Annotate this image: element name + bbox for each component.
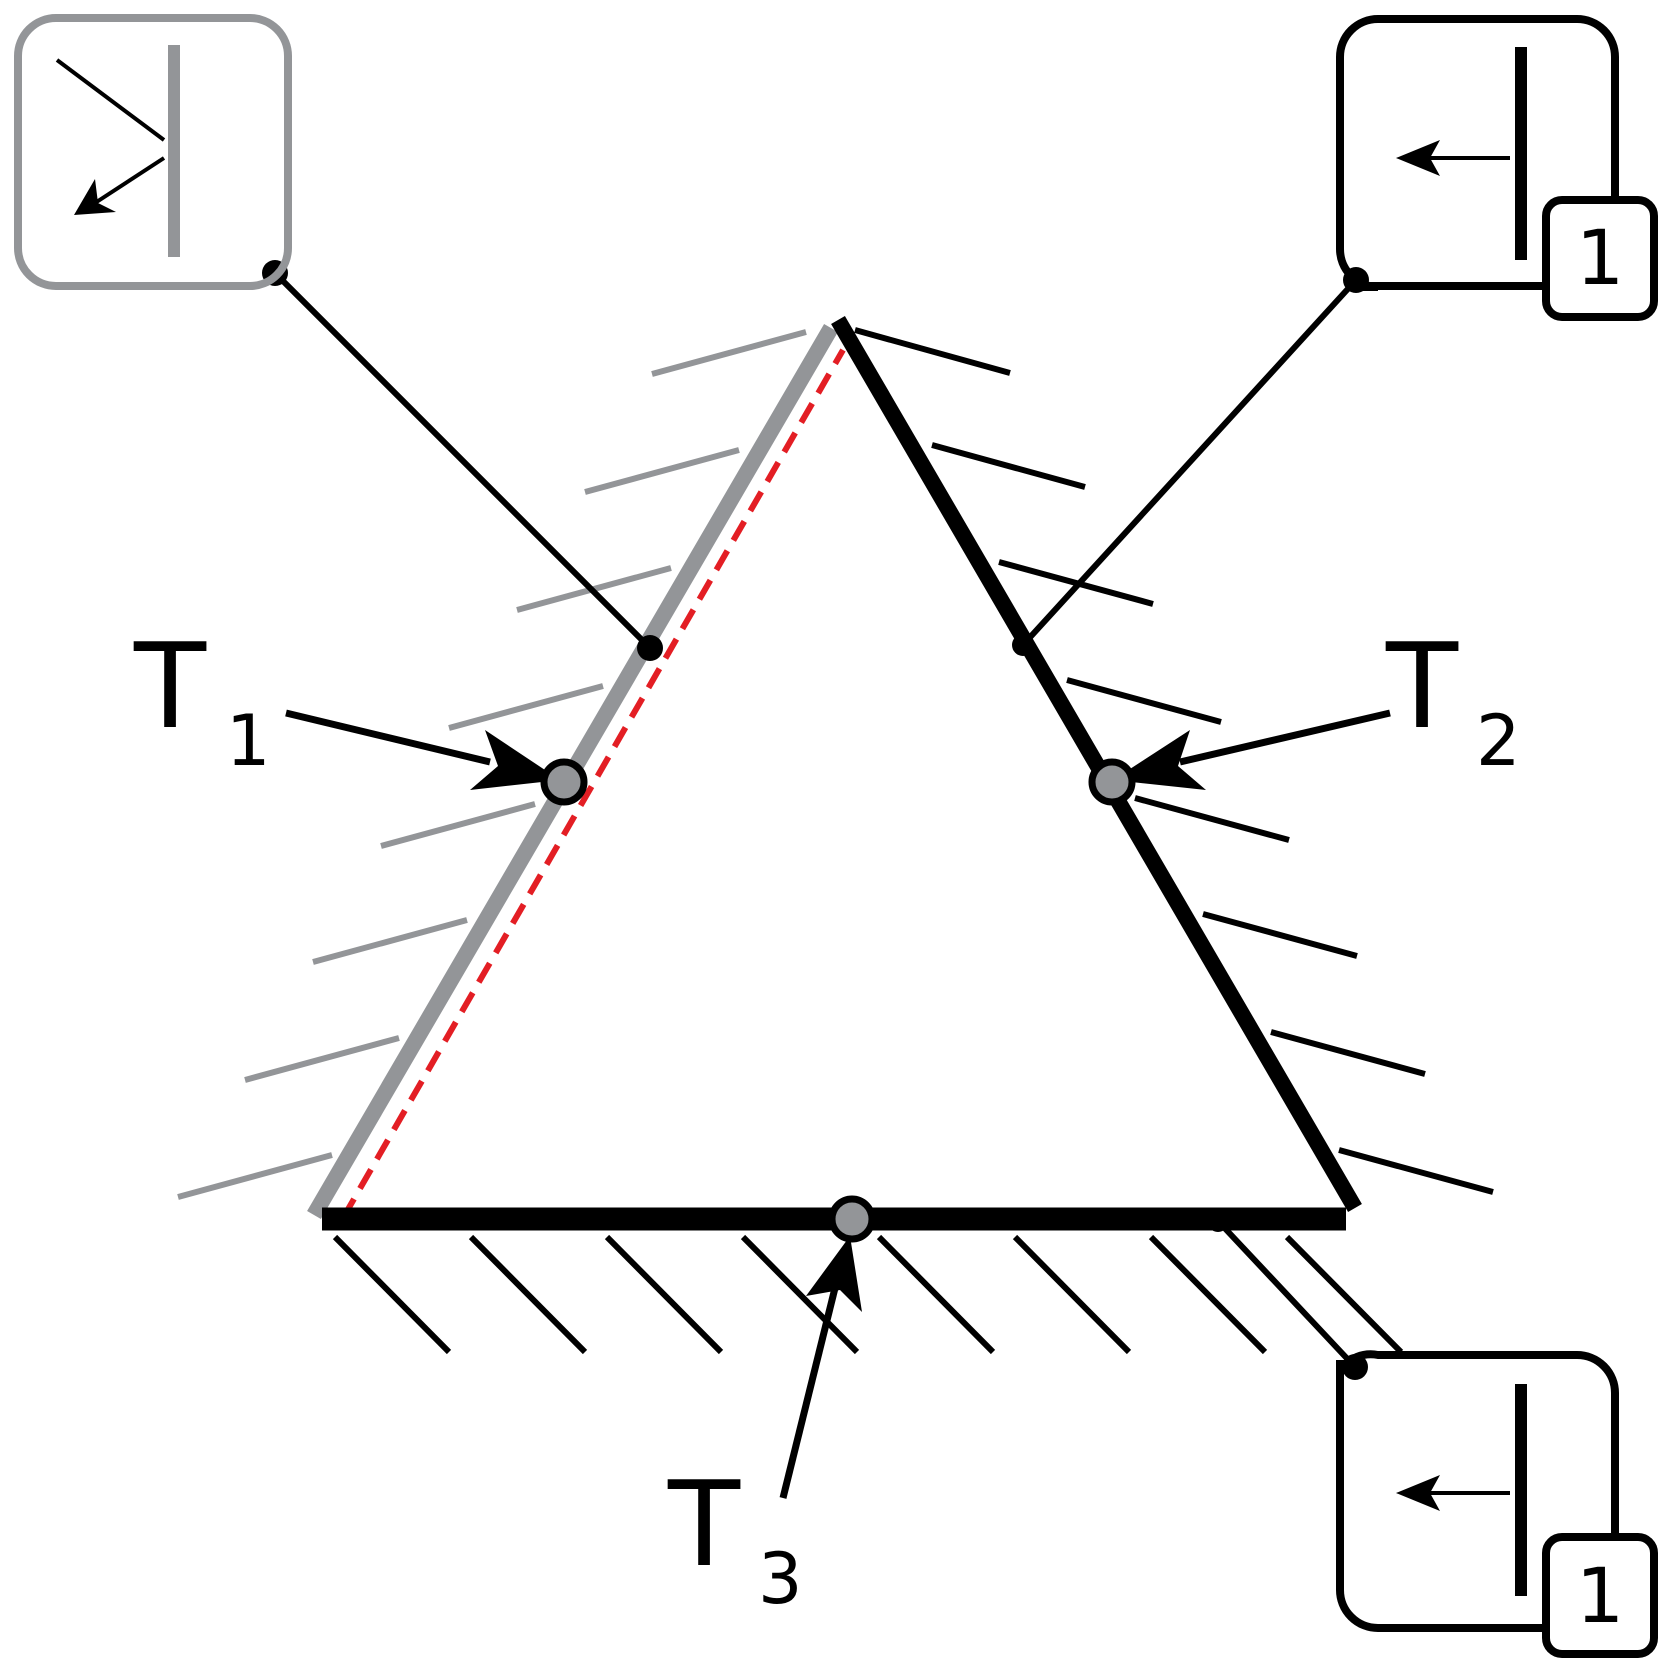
count-badge-label: 1 [1576,1551,1624,1640]
connector-top-left [272,270,653,651]
right-edge [831,315,1362,1213]
connectors [272,270,1359,1370]
contact-marker-t3 [828,1195,876,1243]
force-arrow-t2 [1113,709,1391,790]
left-edge-hatching [177,329,807,1200]
connector-dot [1012,634,1034,656]
contact-marker-t2 [1088,758,1136,806]
right-edge-hatching [854,327,1494,1195]
label-t1: T [133,617,207,755]
box-top-left [14,14,292,290]
count-badge [1542,1533,1658,1658]
label-t2-subscript: 2 [1476,700,1521,782]
push-into-wall-icon [1396,47,1527,260]
label-t3: T [667,1455,741,1593]
bottom-edge-hatching [332,1234,1404,1355]
reflect-off-wall-icon [55,45,180,257]
contact-marker-t1 [540,758,588,806]
left-edge-dashed-offset [340,348,846,1220]
push-into-wall-icon [1396,1384,1527,1596]
connector-dot [1207,1210,1229,1232]
box-top-right: 1 [1336,15,1658,321]
label-t1-subscript: 1 [226,700,271,782]
connector-top-right [1020,277,1359,648]
connector-dot [637,635,663,661]
connector-bottom-right [1215,1218,1358,1370]
count-badge [1542,196,1658,321]
label-t2: T [1385,617,1459,755]
force-arrow-t3 [779,1236,862,1499]
count-badge-label: 1 [1576,213,1624,302]
force-arrow-t1 [285,709,560,790]
box-bottom-right: 1 [1336,1350,1658,1658]
label-t3-subscript: 3 [758,1538,803,1620]
